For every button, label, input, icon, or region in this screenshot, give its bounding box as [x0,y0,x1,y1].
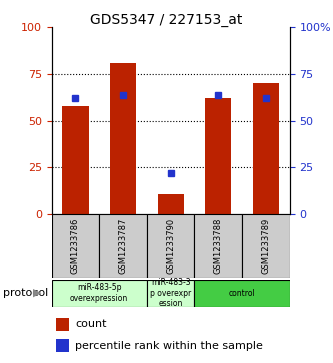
Text: GSM1233787: GSM1233787 [119,218,128,274]
Text: GSM1233788: GSM1233788 [214,218,223,274]
FancyBboxPatch shape [147,280,194,307]
FancyBboxPatch shape [52,280,147,307]
Bar [158,193,184,214]
Text: GDS5347 / 227153_at: GDS5347 / 227153_at [90,13,243,27]
Bar [56,318,70,331]
Text: GSM1233790: GSM1233790 [166,218,175,274]
Text: miR-483-5p
overexpression: miR-483-5p overexpression [70,284,128,303]
FancyBboxPatch shape [242,214,290,278]
FancyBboxPatch shape [52,214,99,278]
Text: control: control [229,289,255,298]
Text: percentile rank within the sample: percentile rank within the sample [75,341,263,351]
Text: GSM1233786: GSM1233786 [71,218,80,274]
Bar [253,83,279,214]
FancyBboxPatch shape [194,214,242,278]
Bar [62,106,89,214]
FancyBboxPatch shape [99,214,147,278]
Text: ▶: ▶ [33,288,42,298]
Bar [205,98,231,214]
Text: GSM1233789: GSM1233789 [261,218,270,274]
Bar [56,339,70,352]
Text: count: count [75,319,107,330]
Text: protocol: protocol [3,288,49,298]
Text: miR-483-3
p overexpr
ession: miR-483-3 p overexpr ession [150,278,191,308]
Bar [110,63,136,214]
FancyBboxPatch shape [194,280,290,307]
FancyBboxPatch shape [147,214,194,278]
